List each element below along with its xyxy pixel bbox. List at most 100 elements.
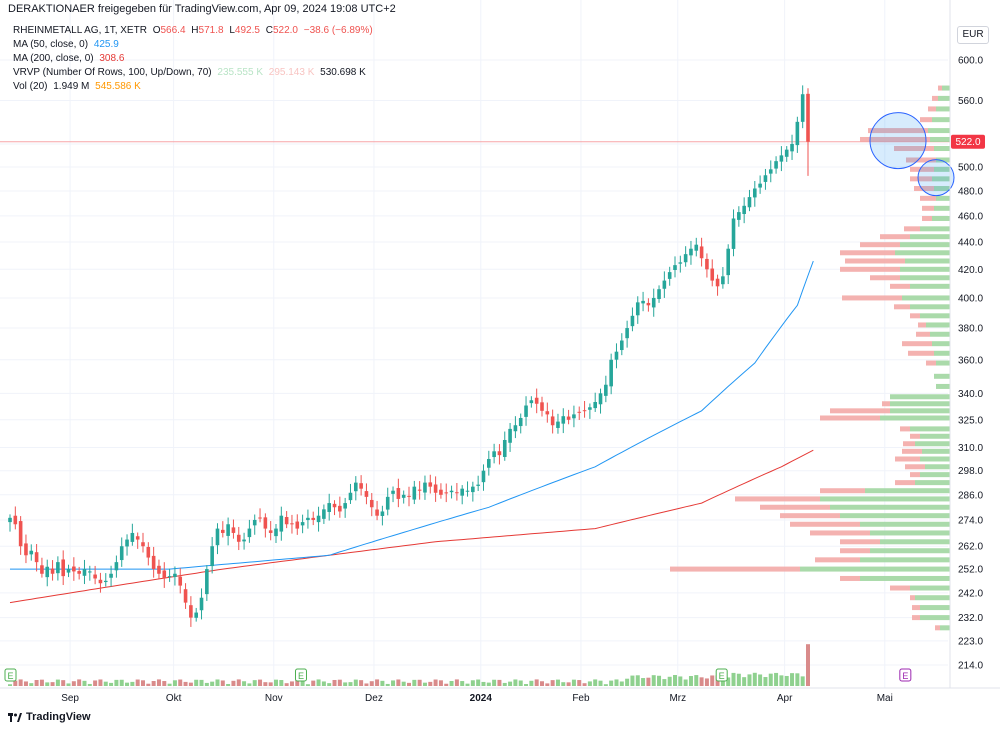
candle-body xyxy=(487,458,491,468)
volume-bar xyxy=(375,679,380,686)
y-tick-label: 252.0 xyxy=(958,565,983,576)
vp-up-row xyxy=(900,275,950,281)
vrvp-down: 295.143 K xyxy=(268,67,315,78)
symbol-legend[interactable]: RHEINMETALL AG, 1T, XETR O566.4 H571.8 L… xyxy=(13,25,376,36)
vp-down-row xyxy=(894,146,934,152)
earnings-marker-letter: E xyxy=(298,671,304,681)
time-axis[interactable]: Sep Okt Nov Dez 2024 Feb Mrz Apr Mai xyxy=(0,687,1000,704)
candle-body xyxy=(258,517,262,519)
y-tick-label: 223.0 xyxy=(958,636,983,647)
volume-bar xyxy=(438,680,443,686)
candle-body xyxy=(417,489,422,491)
vp-down-row xyxy=(922,215,932,221)
volume-bar xyxy=(284,683,289,686)
volume-bar xyxy=(23,681,28,686)
candle-body xyxy=(322,509,326,519)
volume-bar xyxy=(784,675,789,686)
ma200-legend[interactable]: MA (200, close, 0) 308.6 xyxy=(13,53,127,64)
y-tick-label: 460.0 xyxy=(958,211,983,222)
volume-bar xyxy=(204,682,209,686)
volume-bar xyxy=(454,679,459,686)
candle-body xyxy=(433,484,438,493)
candle-body xyxy=(221,529,225,533)
vp-up-row xyxy=(910,234,950,240)
volume-bar xyxy=(13,680,18,686)
volume-bar xyxy=(476,679,481,686)
currency-button[interactable]: EUR xyxy=(957,26,989,44)
candle-body xyxy=(758,183,762,188)
vp-down-row xyxy=(904,226,920,232)
earnings-marker-icon xyxy=(294,668,307,682)
volume-bar xyxy=(348,682,353,686)
candle-body xyxy=(109,573,113,578)
vp-up-row xyxy=(934,350,950,356)
vp-up-row xyxy=(840,513,950,519)
candle-body xyxy=(694,244,699,251)
price-axis[interactable]: 600.0560.0520.0500.0480.0460.0440.0420.0… xyxy=(949,0,985,688)
candle-body xyxy=(40,565,44,574)
brand-label: TradingView xyxy=(26,711,91,723)
volume-bar xyxy=(167,683,172,686)
candle-body xyxy=(768,169,773,174)
candle-body xyxy=(18,521,23,547)
volume-bar xyxy=(513,679,518,686)
vp-down-row xyxy=(908,350,934,356)
volume-bar xyxy=(582,683,587,686)
vp-up-row xyxy=(934,166,950,172)
vp-down-row xyxy=(903,441,915,447)
vp-up-row xyxy=(890,408,950,414)
vrvp-total: 530.698 K xyxy=(320,67,366,78)
candle-body xyxy=(173,573,177,577)
volume-bar xyxy=(492,679,497,686)
volume-bar xyxy=(545,683,550,686)
candle-body xyxy=(763,175,768,182)
vrvp-legend[interactable]: VRVP (Number Of Rows, 100, Up/Down, 70) … xyxy=(13,67,369,78)
volume-bar xyxy=(215,679,220,686)
candle-body xyxy=(146,546,151,558)
volume-legend[interactable]: Vol (20) 1.949 M 545.586 K xyxy=(13,81,144,92)
candle-body xyxy=(167,576,172,578)
volume-bar xyxy=(93,680,98,686)
candle-body xyxy=(13,515,18,525)
candle-body xyxy=(662,280,667,289)
candle-body xyxy=(210,546,214,567)
candle-body xyxy=(348,492,353,501)
volume-bar xyxy=(34,680,39,686)
candle-body xyxy=(806,93,810,142)
volume-bar xyxy=(305,684,310,686)
y-tick-label: 232.0 xyxy=(958,613,983,624)
volume-bar xyxy=(678,676,683,686)
candle-body xyxy=(306,517,310,521)
vp-down-row xyxy=(922,205,934,211)
volume-bar xyxy=(667,676,672,686)
last-price-label: 522.0 xyxy=(955,137,980,148)
volume-bar xyxy=(109,682,114,686)
candle-body xyxy=(572,414,576,419)
vp-up-row xyxy=(920,472,950,478)
candle-body xyxy=(556,421,560,428)
y-tick-label: 274.0 xyxy=(958,515,983,526)
candle-body xyxy=(641,300,645,304)
candle-body xyxy=(492,451,496,458)
candle-body xyxy=(66,569,71,573)
candle-body xyxy=(566,416,571,420)
volume-bar xyxy=(130,681,135,686)
y-tick-label: 380.0 xyxy=(958,324,983,335)
y-tick-label: 560.0 xyxy=(958,96,983,107)
volume-bar xyxy=(279,680,284,686)
volume-bar xyxy=(151,681,156,686)
volume-bar xyxy=(710,675,715,686)
volume-bar xyxy=(550,680,555,686)
candle-body xyxy=(300,522,305,526)
candle-body xyxy=(279,515,284,532)
vp-up-row xyxy=(934,373,950,379)
vp-down-row xyxy=(840,548,870,554)
y-tick-label: 325.0 xyxy=(958,415,983,426)
candle-body xyxy=(189,605,193,618)
volume-bar xyxy=(396,679,401,686)
volume-bar xyxy=(337,679,342,686)
ma50-legend[interactable]: MA (50, close, 0) 425.9 xyxy=(13,39,122,50)
candle-body xyxy=(290,523,294,525)
candle-body xyxy=(157,565,161,574)
